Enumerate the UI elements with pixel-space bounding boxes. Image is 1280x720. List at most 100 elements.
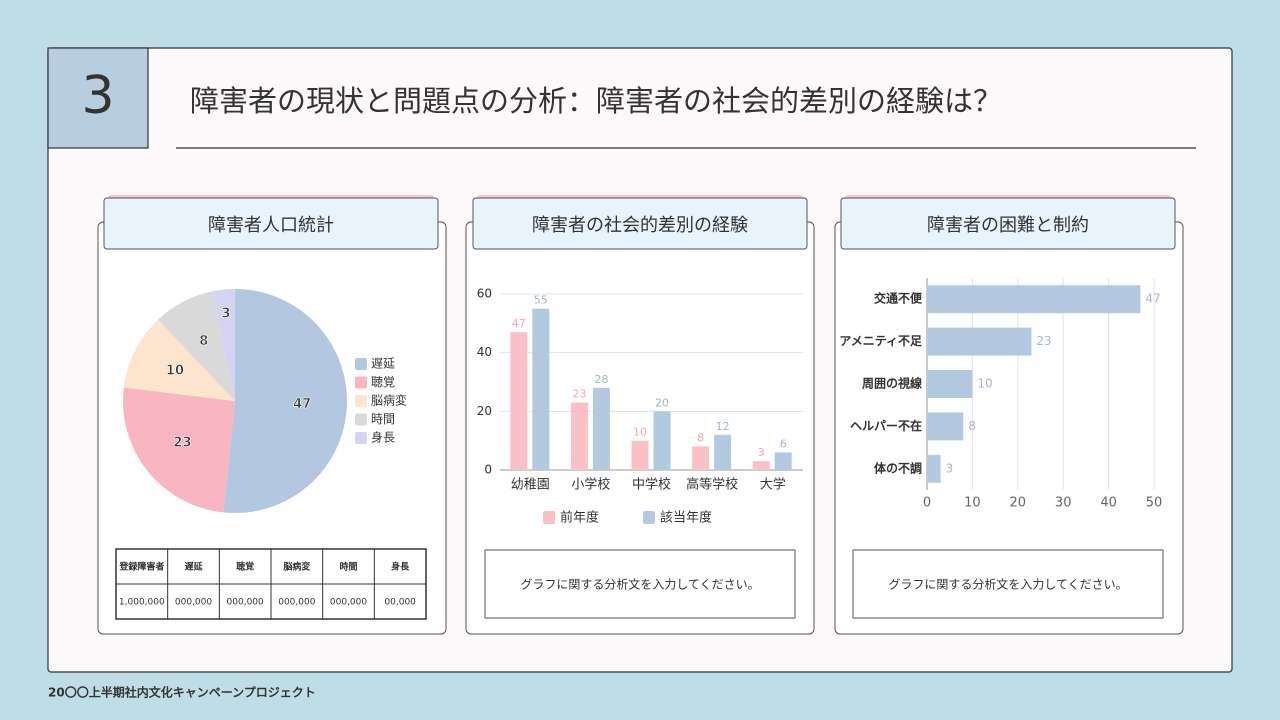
bar [927,327,1032,356]
legend-label: 遅延 [371,357,395,371]
note-box [484,549,796,619]
legend-swatch [355,413,367,426]
table-header-cell: 脳病変 [282,561,310,573]
data-label: 47 [512,317,526,330]
bar [774,452,792,470]
data-label: 10 [977,377,992,391]
x-tick-label: 20 [1010,496,1027,511]
legend-swatch [355,395,367,407]
panel-header [472,197,808,250]
bar [714,434,732,470]
data-label: 23 [173,435,191,450]
x-tick-label: 中学校 [632,477,671,493]
slide-number: 3 [81,66,114,126]
data-label: 6 [780,437,787,450]
x-tick-label: 高等学校 [686,477,738,493]
y-tick-label: 20 [477,404,492,418]
bar [592,387,610,470]
data-label: 23 [1036,334,1051,348]
x-tick-label: 幼稚園 [511,478,550,493]
pie-slice [123,319,235,401]
data-label: 10 [166,363,184,378]
data-label: 12 [716,420,730,433]
y-tick-label: 60 [477,287,492,301]
bar [927,412,964,441]
data-label: 23 [572,388,586,401]
data-label: 47 [293,397,311,412]
data-label: 3 [946,461,954,475]
table-header-cell: 登録障害者 [118,561,164,573]
y-tick-label: 体の不調 [874,460,922,475]
data-label: 8 [199,334,208,349]
x-tick-label: 0 [923,496,931,511]
x-tick-label: 40 [1100,496,1117,511]
panel-header [103,197,439,250]
bar [692,446,710,470]
y-tick-label: 交通不便 [874,291,923,306]
legend-swatch [543,511,555,524]
slide-title: 障害者の現状と問題点の分析：障害者の社会的差別の経験は？ [190,84,1002,118]
note-text: グラフに関する分析文を入力してください。 [888,577,1127,592]
table-cell: 000,000 [175,598,212,608]
legend-label: 時間 [371,412,395,426]
legend-swatch [355,432,367,444]
bar [653,411,671,470]
legend-label: 前年度 [560,510,599,526]
legend-swatch [355,358,367,370]
data-label: 55 [534,294,548,307]
legend-label: 身長 [371,430,395,445]
x-tick-label: 50 [1146,496,1163,511]
legend-label: 脳病変 [371,393,407,408]
y-tick-label: 40 [477,345,492,359]
bar [927,370,973,398]
table-cell: 00,000 [384,598,416,608]
chart-title: 障害者の社会的差別の経験 [532,215,748,236]
table-cell: 1,000,000 [119,598,165,608]
bar [532,308,550,470]
bar [752,461,770,470]
pie-slice [223,289,347,513]
legend-swatch [355,376,367,389]
pie-slice [211,289,235,401]
x-tick-label: 30 [1055,496,1072,511]
data-label: 47 [1145,292,1160,306]
bar [927,454,941,483]
bar [631,440,649,470]
bar [927,285,1141,314]
note-box [852,549,1164,619]
data-label: 3 [758,446,765,459]
y-tick-label: 周囲の視線 [862,376,922,391]
table-cell: 000,000 [227,598,264,608]
table-cell: 000,000 [330,598,367,608]
bar [510,332,528,470]
legend-swatch [643,511,655,524]
bar [570,402,588,470]
table-header-cell: 遅延 [184,561,203,573]
y-tick-label: ヘルパー不在 [850,418,922,433]
data-label: 20 [655,396,669,409]
legend-label: 該当年度 [660,510,712,526]
pie-slice [123,387,235,513]
chart-title: 障害者の困難と制約 [927,215,1089,236]
footer: 20〇〇上半期社内文化キャンペーンプロジェクト [48,685,316,700]
chart-title: 障害者人口統計 [208,215,334,236]
table-cell: 000,000 [278,598,315,608]
pie-slice [157,291,235,401]
data-label: 3 [221,307,230,322]
legend-label: 聴覚 [371,375,395,389]
table-header-cell: 聴覚 [236,561,254,573]
table-header-cell: 時間 [339,561,357,573]
x-tick-label: 小学校 [571,477,610,493]
note-text: グラフに関する分析文を入力してください。 [520,577,759,592]
data-label: 28 [594,373,608,386]
x-tick-label: 10 [964,496,981,511]
table-header-cell: 身長 [391,561,410,573]
panel-header [840,197,1176,250]
data-label: 8 [697,432,704,445]
y-tick-label: アメニティ不足 [839,334,922,348]
data-label: 8 [968,419,976,433]
y-tick-label: 0 [484,463,492,477]
number-box [47,47,149,149]
